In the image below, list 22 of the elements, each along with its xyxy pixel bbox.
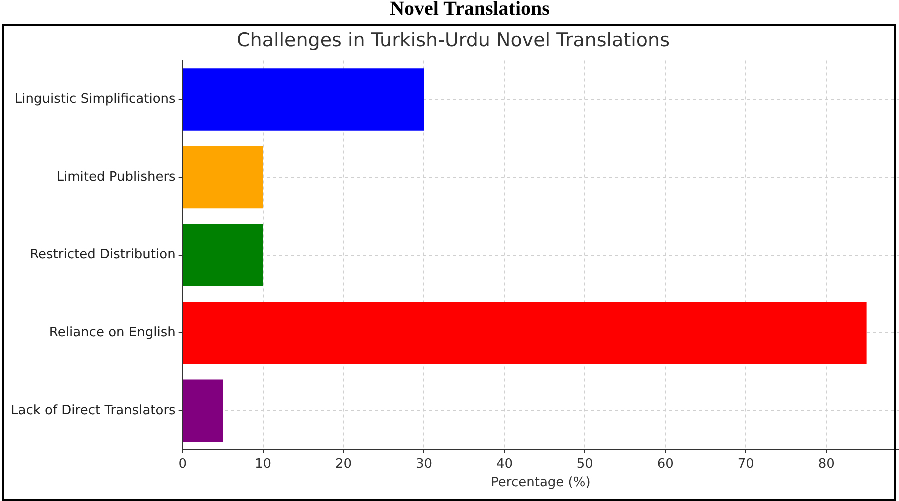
- x-tick-label: 40: [496, 456, 513, 472]
- bar: [183, 380, 224, 442]
- text: Novel Translations: [390, 0, 550, 20]
- bar: [183, 146, 264, 209]
- x-tick-label: 30: [416, 456, 433, 472]
- bar: [183, 68, 424, 131]
- y-tick-label: Limited Publishers: [56, 170, 176, 185]
- x-tick-label: 0: [178, 456, 187, 472]
- x-tick-label: 50: [576, 456, 594, 472]
- x-axis-title: Percentage (%): [491, 476, 591, 491]
- x-tick-label: 60: [657, 456, 674, 472]
- y-tick-label: Linguistic Simplifications: [14, 92, 176, 108]
- chart-title: Challenges in Turkish-Urdu Novel Translations: [237, 29, 670, 52]
- y-tick-label: Lack of Direct Translators: [10, 403, 176, 418]
- x-tick-label: 70: [738, 456, 754, 472]
- y-tick-label: Restricted Distribution: [30, 248, 176, 263]
- bar: [183, 224, 264, 286]
- x-tick-label: 80: [818, 456, 835, 472]
- x-tick-label: 20: [336, 456, 352, 472]
- bar: [183, 302, 867, 364]
- x-tick-label: 10: [255, 456, 272, 472]
- y-tick-label: Reliance on English: [49, 325, 176, 340]
